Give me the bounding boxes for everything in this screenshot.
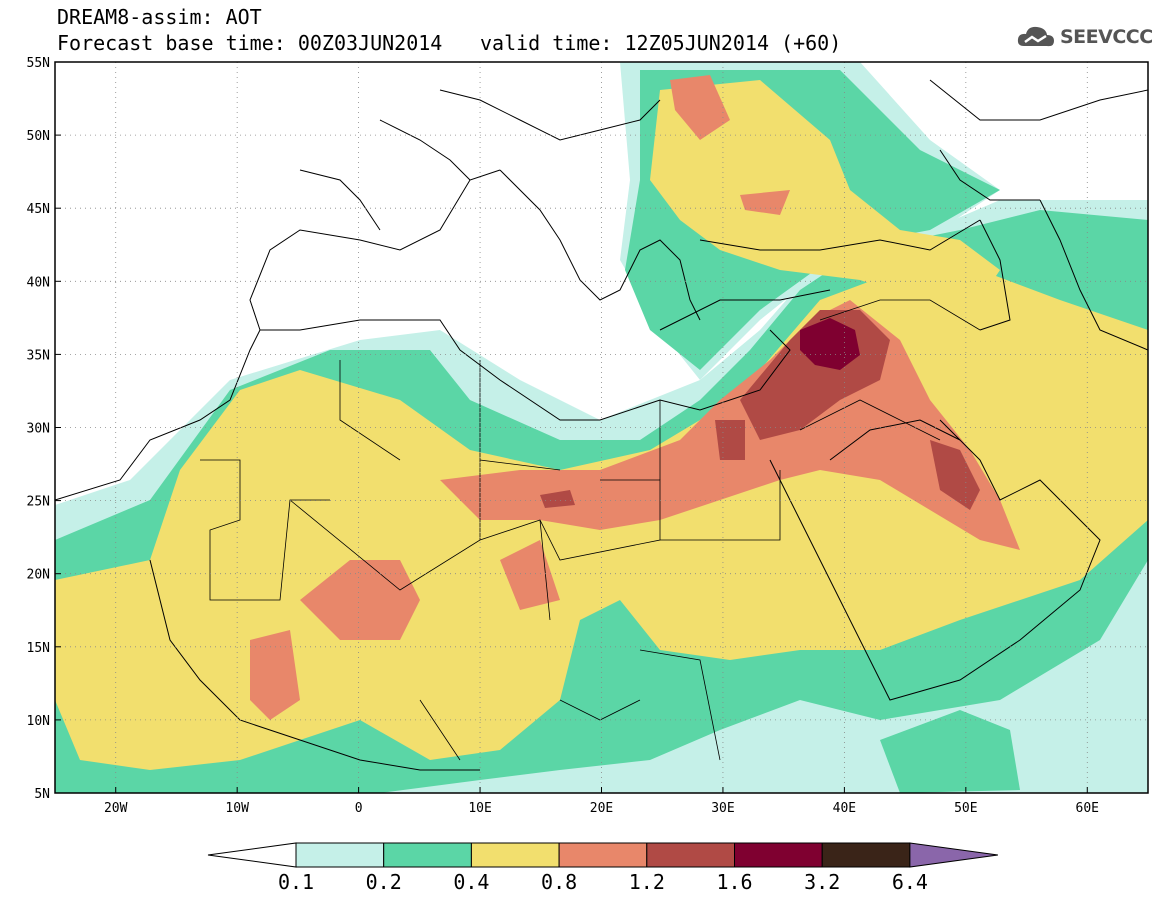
- lat-tick-label: 20N: [27, 568, 50, 583]
- lon-tick-label: 20E: [590, 801, 613, 816]
- colorbar-label: 1.2: [629, 870, 665, 894]
- lon-tick-label: 10E: [468, 801, 491, 816]
- colorbar-swatch: [383, 842, 472, 868]
- logo-text: SEEVCCC: [1060, 26, 1153, 48]
- lon-tick-label: 40E: [833, 801, 856, 816]
- lat-tick-label: 35N: [27, 348, 50, 363]
- seevccc-logo: SEEVCCC: [1016, 22, 1153, 52]
- lon-tick-label: 20W: [104, 801, 128, 816]
- colorbar-under-triangle: [207, 842, 297, 868]
- map-title: DREAM8-assim: AOT: [57, 5, 262, 29]
- cloud-icon: [1017, 26, 1054, 47]
- coastlines: [55, 79, 1148, 771]
- colorbar-label: 1.6: [716, 870, 752, 894]
- valid-time: valid time: 12Z05JUN2014 (+60): [480, 31, 842, 55]
- colorbar-swatch: [558, 842, 648, 868]
- colorbar-swatch: [295, 842, 385, 868]
- colorbar-label: 0.2: [366, 870, 402, 894]
- latitude-axis: 55N 50N 45N 40N 35N 30N 25N 20N 15N 10N 5N: [27, 56, 61, 802]
- lat-tick-label: 40N: [27, 275, 50, 290]
- lat-tick-label: 25N: [27, 495, 50, 510]
- lat-tick-label: 45N: [27, 202, 50, 217]
- lon-tick-label: 0: [355, 801, 363, 816]
- colorbar-label: 6.4: [892, 870, 928, 894]
- lat-tick-label: 50N: [27, 129, 50, 144]
- colorbar-label: 0.8: [541, 870, 577, 894]
- colorbar: 0.1 0.2 0.4 0.8 1.2 1.6 3.2 6.4: [207, 842, 998, 894]
- colorbar-label: 0.4: [453, 870, 489, 894]
- lon-tick-label: 30E: [711, 801, 734, 816]
- colorbar-label: 3.2: [804, 870, 840, 894]
- colorbar-swatch: [646, 842, 735, 868]
- lon-tick-label: 60E: [1076, 801, 1099, 816]
- political-borders: [200, 299, 981, 761]
- grid-lines: [55, 62, 1148, 793]
- forecast-base-time: Forecast base time: 00Z03JUN2014: [57, 31, 443, 55]
- lat-tick-label: 5N: [34, 787, 50, 802]
- colorbar-swatch: [734, 842, 823, 868]
- colorbar-swatch: [821, 842, 911, 868]
- lon-tick-label: 50E: [954, 801, 977, 816]
- colorbar-over-triangle: [909, 842, 998, 868]
- lat-tick-label: 30N: [27, 422, 50, 437]
- lat-tick-label: 55N: [27, 56, 50, 71]
- lon-tick-label: 10W: [225, 801, 249, 816]
- lat-tick-label: 10N: [27, 714, 50, 729]
- colorbar-label: 0.1: [278, 870, 314, 894]
- lat-tick-label: 15N: [27, 641, 50, 656]
- colorbar-swatch: [470, 842, 560, 868]
- longitude-axis: 20W 10W 0 10E 20E 30E 40E 50E 60E: [104, 787, 1099, 816]
